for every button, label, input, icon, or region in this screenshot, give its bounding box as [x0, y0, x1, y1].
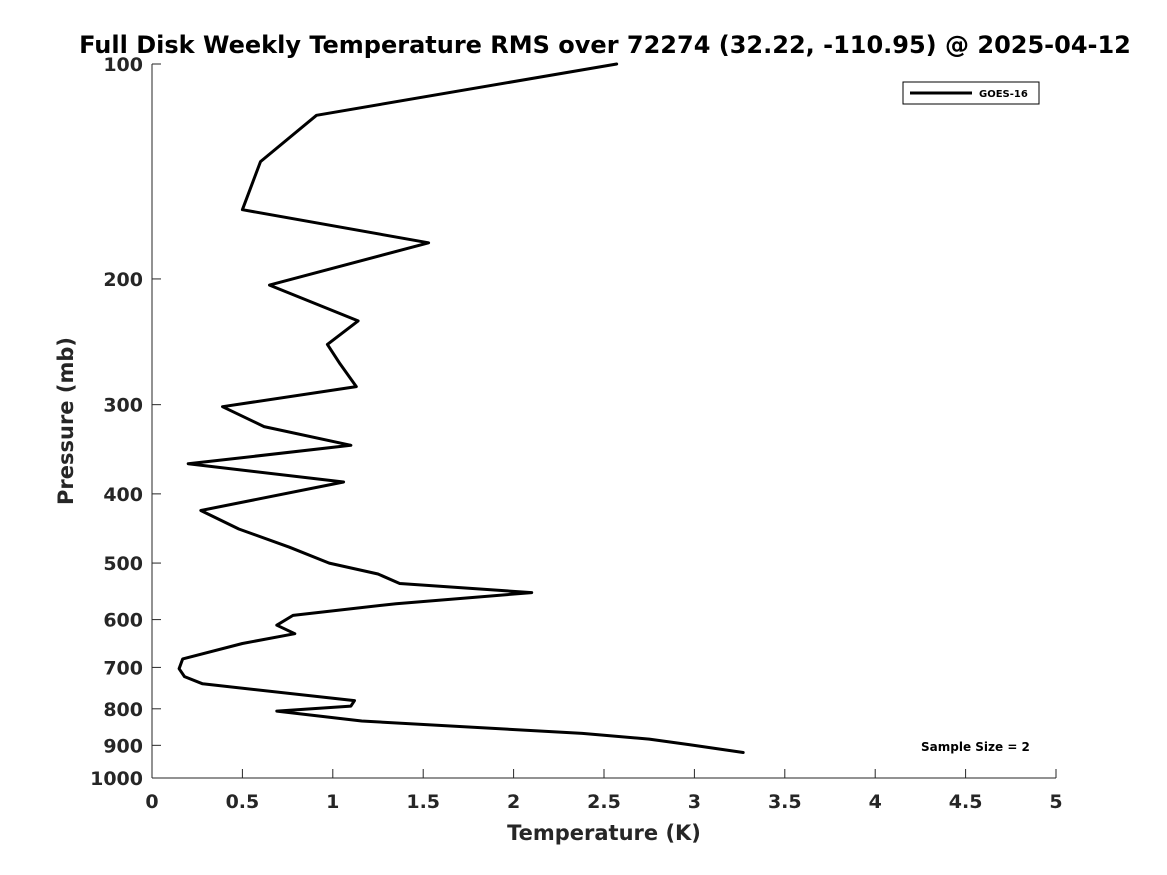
x-tick-label: 0 — [145, 791, 158, 813]
x-tick-label: 5 — [1049, 791, 1062, 813]
axes — [151, 64, 1056, 779]
x-tick-label: 1 — [326, 791, 339, 813]
x-tick-label: 3.5 — [768, 791, 802, 813]
y-tick-label: 300 — [103, 395, 143, 417]
y-tick-label: 800 — [103, 699, 143, 721]
legend: GOES-16 — [902, 81, 1040, 105]
y-tick-label: 600 — [103, 610, 143, 632]
y-axis-ticks: 100 200 300 400 500 600 700 800 900 1000 — [90, 54, 161, 790]
y-tick-label: 100 — [103, 54, 143, 76]
series-group — [177, 62, 745, 754]
y-tick-label: 400 — [103, 484, 143, 506]
x-tick-label: 0.5 — [226, 791, 260, 813]
x-tick-label: 2.5 — [587, 791, 621, 813]
x-tick-label: 4 — [869, 791, 882, 813]
x-tick-label: 2 — [507, 791, 520, 813]
x-tick-label: 3 — [688, 791, 701, 813]
x-tick-label: 1.5 — [406, 791, 440, 813]
x-tick-label: 4.5 — [949, 791, 983, 813]
y-tick-label: 1000 — [90, 768, 143, 790]
x-axis-ticks: 0 0.5 1 1.5 2 2.5 3 3.5 4 4.5 5 — [145, 769, 1063, 813]
chart-title: Full Disk Weekly Temperature RMS over 72… — [79, 31, 1131, 59]
legend-label: GOES-16 — [979, 89, 1028, 100]
y-tick-label: 700 — [103, 657, 143, 679]
y-tick-label: 900 — [103, 735, 143, 757]
sample-size-annotation: Sample Size = 2 — [921, 740, 1030, 754]
y-tick-label: 500 — [103, 553, 143, 575]
x-axis-label: Temperature (K) — [507, 821, 701, 845]
y-axis-label: Pressure (mb) — [54, 337, 78, 505]
y-tick-label: 200 — [103, 269, 143, 291]
series-line-goes-16 — [177, 62, 745, 754]
